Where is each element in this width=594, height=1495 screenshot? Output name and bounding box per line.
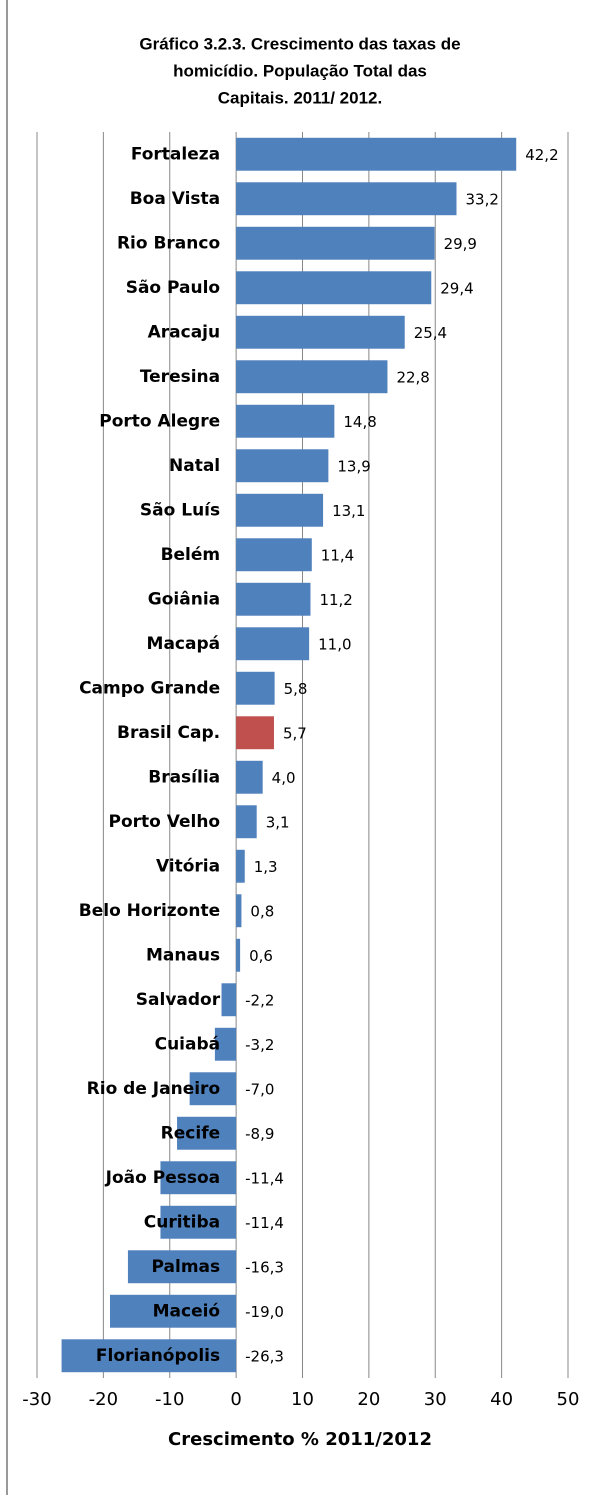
bar [127,1250,237,1284]
value-label: 11,2 [319,591,352,609]
category-label: Macapá [147,634,221,654]
value-label: 14,8 [343,413,376,431]
category-label: Florianópolis [96,1346,220,1366]
category-label: Porto Alegre [99,411,220,431]
value-label: -26,3 [245,1347,284,1365]
bar [214,1027,237,1061]
x-tick-label: 10 [291,1389,314,1410]
bar [110,1294,237,1328]
bar [236,538,312,572]
value-label: -3,2 [245,1036,274,1054]
value-label: 33,2 [465,190,498,208]
value-label: 0,8 [250,902,274,920]
category-label: Aracaju [148,322,221,342]
category-label: Palmas [152,1257,221,1277]
category-label: Rio Branco [117,233,220,253]
value-label: 13,9 [337,457,370,475]
bar [189,1072,237,1106]
category-label: Belém [161,545,221,565]
category-label: Cuiabá [155,1034,221,1054]
category-label: Porto Velho [109,812,221,832]
category-label: Brasil Cap. [117,723,220,743]
bar [236,760,263,794]
category-label: Brasília [148,767,220,787]
bar [236,894,242,928]
x-tick-label: -30 [22,1389,51,1410]
value-label: 42,2 [525,146,558,164]
category-label: São Luís [140,500,220,520]
bar [177,1116,237,1150]
chart-title: homicídio. População Total das [173,61,427,80]
x-axis-label: Crescimento % 2011/2012 [168,1429,432,1450]
bar [236,404,335,438]
category-label: Curitiba [144,1212,220,1232]
bar [236,582,311,616]
bar [236,627,310,661]
category-label: Teresina [140,367,220,387]
category-label: Campo Grande [79,678,220,698]
category-label: Rio de Janeiro [87,1079,220,1099]
value-label: 29,4 [440,279,473,297]
category-label: Goiânia [148,589,220,609]
category-label: Salvador [136,990,221,1010]
value-label: -7,0 [245,1080,274,1098]
x-tick-label: 50 [557,1389,580,1410]
value-label: -11,4 [245,1169,284,1187]
category-label: Natal [169,456,220,476]
category-label: João Pessoa [105,1168,220,1188]
category-label: Belo Horizonte [79,901,220,921]
value-label: 11,4 [321,546,354,564]
value-label: 29,9 [444,235,477,253]
value-label: 0,6 [249,947,273,965]
value-label: 11,0 [318,635,351,653]
bar [236,137,517,171]
bar [236,671,275,705]
category-label: Fortaleza [131,144,220,164]
chart-title: Capitais. 2011/ 2012. [218,88,382,107]
value-label: 13,1 [332,502,365,520]
bar [61,1339,237,1373]
x-tick-label: -20 [89,1389,118,1410]
category-label: Recife [161,1123,220,1143]
category-label: Maceió [153,1301,221,1321]
value-label: -16,3 [245,1258,284,1276]
value-label: 3,1 [266,813,290,831]
category-label: São Paulo [126,278,220,298]
bar [236,360,388,394]
value-label: -19,0 [245,1303,284,1321]
bar [160,1205,237,1239]
value-label: -11,4 [245,1214,284,1232]
bar [236,849,245,883]
category-label: Manaus [146,945,220,965]
x-tick-label: 40 [490,1389,513,1410]
bar [236,716,274,750]
x-tick-label: -10 [155,1389,184,1410]
bar [236,226,435,260]
bar [236,938,241,972]
value-label: 25,4 [414,324,447,342]
bar [236,805,257,839]
bar [236,315,405,349]
bar [236,271,432,305]
bar [160,1161,237,1195]
x-tick-label: 20 [357,1389,380,1410]
category-label: Vitória [156,856,220,876]
value-label: 5,7 [283,724,307,742]
value-label: 4,0 [272,769,296,787]
x-tick-label: 0 [230,1389,241,1410]
value-label: -2,2 [245,991,274,1009]
value-label: 1,3 [254,858,278,876]
x-tick-label: 30 [424,1389,447,1410]
chart-title: Gráfico 3.2.3. Crescimento das taxas de [139,34,460,53]
value-label: 5,8 [284,680,308,698]
category-label: Boa Vista [130,189,220,209]
value-label: 22,8 [396,368,429,386]
bar [236,493,324,527]
bar [236,182,457,216]
value-label: -8,9 [245,1125,274,1143]
bar [236,449,329,483]
bar [221,983,237,1017]
